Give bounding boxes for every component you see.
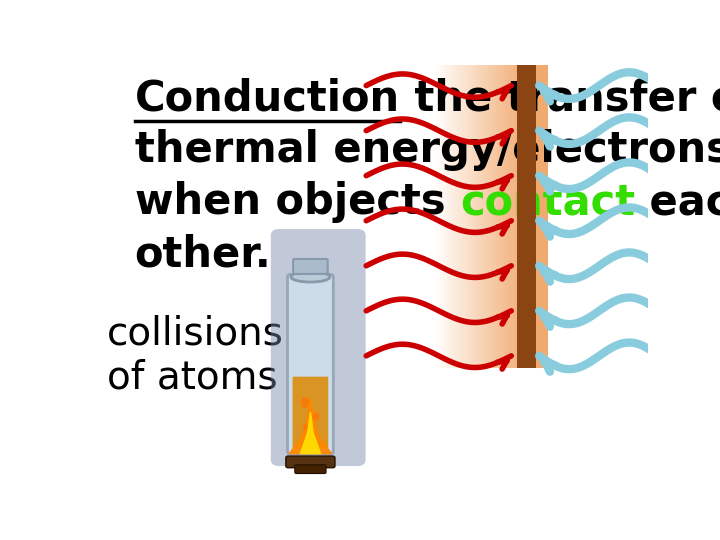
Bar: [500, 65, 502, 368]
Bar: [505, 65, 508, 368]
Bar: [456, 65, 457, 368]
Text: Conduction: Conduction: [135, 77, 400, 119]
Bar: [471, 65, 473, 368]
Bar: [468, 65, 470, 368]
Bar: [446, 65, 448, 368]
Bar: [481, 65, 482, 368]
Bar: [508, 65, 510, 368]
Bar: [461, 65, 463, 368]
Bar: [516, 65, 518, 368]
Bar: [433, 65, 435, 368]
Bar: [438, 65, 441, 368]
Bar: [450, 65, 452, 368]
Bar: [485, 65, 487, 368]
Bar: [474, 65, 476, 368]
FancyBboxPatch shape: [287, 274, 333, 454]
Bar: [453, 65, 454, 368]
Bar: [441, 65, 444, 368]
Bar: [447, 65, 449, 368]
Ellipse shape: [312, 412, 320, 421]
Bar: [435, 65, 436, 368]
Bar: [478, 65, 480, 368]
Text: collisions
of atoms: collisions of atoms: [107, 314, 284, 396]
Bar: [464, 65, 466, 368]
Bar: [504, 65, 506, 368]
Bar: [490, 65, 492, 368]
Bar: [443, 65, 445, 368]
Bar: [517, 65, 536, 368]
Bar: [477, 65, 478, 368]
Bar: [489, 65, 491, 368]
Text: the transfer of: the transfer of: [400, 77, 720, 119]
Bar: [467, 65, 469, 368]
Bar: [459, 65, 460, 368]
Bar: [459, 65, 462, 368]
Bar: [457, 65, 459, 368]
Ellipse shape: [303, 423, 309, 431]
Bar: [502, 65, 503, 368]
Bar: [454, 65, 456, 368]
Bar: [451, 65, 454, 368]
Bar: [480, 65, 481, 368]
FancyBboxPatch shape: [292, 377, 328, 448]
Bar: [499, 65, 500, 368]
Bar: [462, 65, 464, 368]
Bar: [483, 65, 485, 368]
Bar: [498, 65, 499, 368]
FancyBboxPatch shape: [294, 465, 326, 474]
Bar: [475, 65, 477, 368]
Bar: [469, 65, 472, 368]
Text: thermal energy/electrons: thermal energy/electrons: [135, 129, 720, 171]
Bar: [492, 65, 494, 368]
Bar: [493, 65, 495, 368]
Bar: [440, 65, 442, 368]
Bar: [511, 65, 513, 368]
Bar: [503, 65, 505, 368]
Ellipse shape: [291, 272, 330, 282]
Bar: [517, 65, 548, 368]
Bar: [507, 65, 509, 368]
Bar: [496, 65, 498, 368]
Ellipse shape: [301, 397, 309, 408]
FancyBboxPatch shape: [271, 229, 366, 466]
Bar: [436, 65, 438, 368]
Text: each: each: [635, 181, 720, 223]
FancyBboxPatch shape: [286, 456, 335, 468]
Bar: [513, 65, 515, 368]
Bar: [444, 65, 446, 368]
Bar: [472, 65, 474, 368]
Bar: [465, 65, 467, 368]
Bar: [486, 65, 488, 368]
Bar: [449, 65, 451, 368]
FancyBboxPatch shape: [293, 259, 328, 274]
Polygon shape: [300, 412, 320, 454]
Bar: [487, 65, 490, 368]
Bar: [482, 65, 484, 368]
Polygon shape: [289, 400, 332, 454]
Bar: [361, 65, 648, 368]
Text: contact: contact: [460, 181, 635, 223]
Bar: [495, 65, 497, 368]
Bar: [437, 65, 439, 368]
Bar: [514, 65, 516, 368]
Text: when objects: when objects: [135, 181, 460, 223]
Bar: [510, 65, 512, 368]
Text: other.: other.: [135, 233, 271, 275]
